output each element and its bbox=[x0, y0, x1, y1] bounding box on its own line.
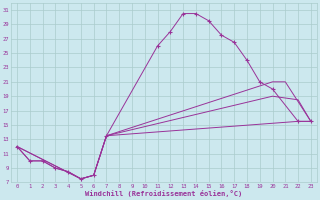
X-axis label: Windchill (Refroidissement éolien,°C): Windchill (Refroidissement éolien,°C) bbox=[85, 190, 243, 197]
